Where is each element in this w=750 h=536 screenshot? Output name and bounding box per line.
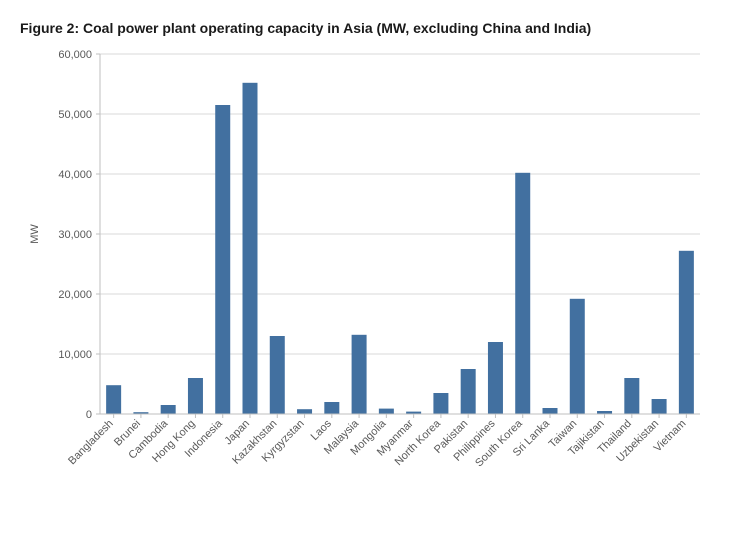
bar xyxy=(243,83,258,414)
y-tick-label: 40,000 xyxy=(58,169,92,181)
bar xyxy=(379,409,394,414)
figure-title: Figure 2: Coal power plant operating cap… xyxy=(20,20,730,36)
bar xyxy=(161,405,176,414)
bar xyxy=(270,336,285,414)
y-tick-label: 0 xyxy=(86,409,92,421)
y-tick-label: 60,000 xyxy=(58,49,92,61)
bar xyxy=(679,251,694,414)
bar xyxy=(188,378,203,414)
y-axis-title: MW xyxy=(29,224,41,244)
bar xyxy=(515,173,530,414)
bar xyxy=(433,393,448,414)
bar xyxy=(624,378,639,414)
x-tick-label: Bangladesh xyxy=(66,418,116,468)
bar xyxy=(488,342,503,414)
bar xyxy=(652,399,667,414)
bar xyxy=(461,369,476,414)
y-tick-label: 20,000 xyxy=(58,289,92,301)
bar xyxy=(324,402,339,414)
bar xyxy=(106,385,121,414)
y-tick-label: 10,000 xyxy=(58,349,92,361)
bar xyxy=(297,409,312,414)
bar-chart: 0 10,000 20,000 30,000 40,000 50,000 60,000 Ban… xyxy=(20,44,710,514)
bar xyxy=(543,408,558,414)
bar xyxy=(352,335,367,414)
bar xyxy=(215,105,230,414)
y-tick-label: 30,000 xyxy=(58,229,92,241)
bar xyxy=(570,299,585,414)
chart-container: 0 10,000 20,000 30,000 40,000 50,000 60,000 Ban… xyxy=(20,44,710,514)
y-tick-label: 50,000 xyxy=(58,109,92,121)
